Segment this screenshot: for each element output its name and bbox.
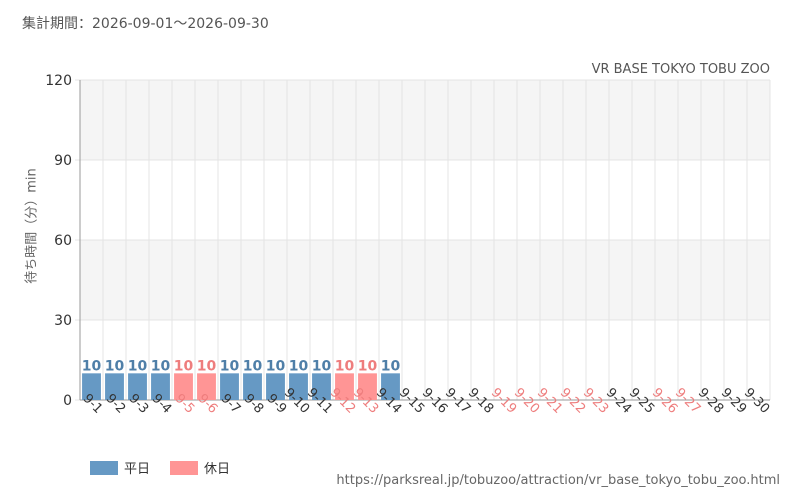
- bar: [128, 373, 147, 400]
- bar-data-label: 10: [289, 358, 309, 374]
- source-url[interactable]: https://parksreal.jp/tobuzoo/attraction/…: [336, 473, 780, 488]
- period-label: 集計期間：2026-09-01～2026-09-30: [22, 16, 269, 32]
- bar-data-label: 10: [266, 358, 286, 374]
- y-tick-label: 60: [54, 233, 72, 249]
- y-tick-label: 120: [45, 73, 72, 89]
- y-tick-label: 30: [54, 313, 72, 329]
- bar-data-label: 10: [312, 358, 332, 374]
- bar: [197, 373, 216, 400]
- bar-data-label: 10: [220, 358, 240, 374]
- bar: [174, 373, 193, 400]
- bar: [220, 373, 239, 400]
- weekday-swatch: [90, 460, 118, 475]
- bar: [335, 373, 354, 400]
- bar: [82, 373, 101, 400]
- bar-data-label: 10: [335, 358, 355, 374]
- legend-label-holiday: 休日: [204, 462, 231, 477]
- y-tick-label: 0: [63, 393, 72, 409]
- bar: [243, 373, 262, 400]
- y-tick-label: 90: [54, 153, 72, 169]
- bar: [381, 373, 400, 400]
- legend-item-weekday[interactable]: 平日: [90, 458, 150, 477]
- bar-data-label: 10: [128, 358, 148, 374]
- bar: [358, 373, 377, 400]
- bar: [266, 373, 285, 400]
- legend-label-weekday: 平日: [124, 462, 151, 477]
- legend: 平日 休日: [90, 458, 230, 477]
- bar-data-label: 10: [358, 358, 378, 374]
- bar-data-label: 10: [197, 358, 217, 374]
- legend-item-holiday[interactable]: 休日: [170, 458, 230, 477]
- bar-data-label: 10: [82, 358, 102, 374]
- bar: [312, 373, 331, 400]
- bar: [105, 373, 124, 400]
- bar-data-label: 10: [381, 358, 401, 374]
- bar: [289, 373, 308, 400]
- chart-title: VR BASE TOKYO TOBU ZOO: [591, 62, 770, 77]
- holiday-swatch: [170, 460, 199, 475]
- bar-data-label: 10: [243, 358, 263, 374]
- bar: [151, 373, 170, 400]
- bar-data-label: 10: [105, 358, 125, 374]
- bar-data-label: 10: [151, 358, 171, 374]
- bar-data-label: 10: [174, 358, 194, 374]
